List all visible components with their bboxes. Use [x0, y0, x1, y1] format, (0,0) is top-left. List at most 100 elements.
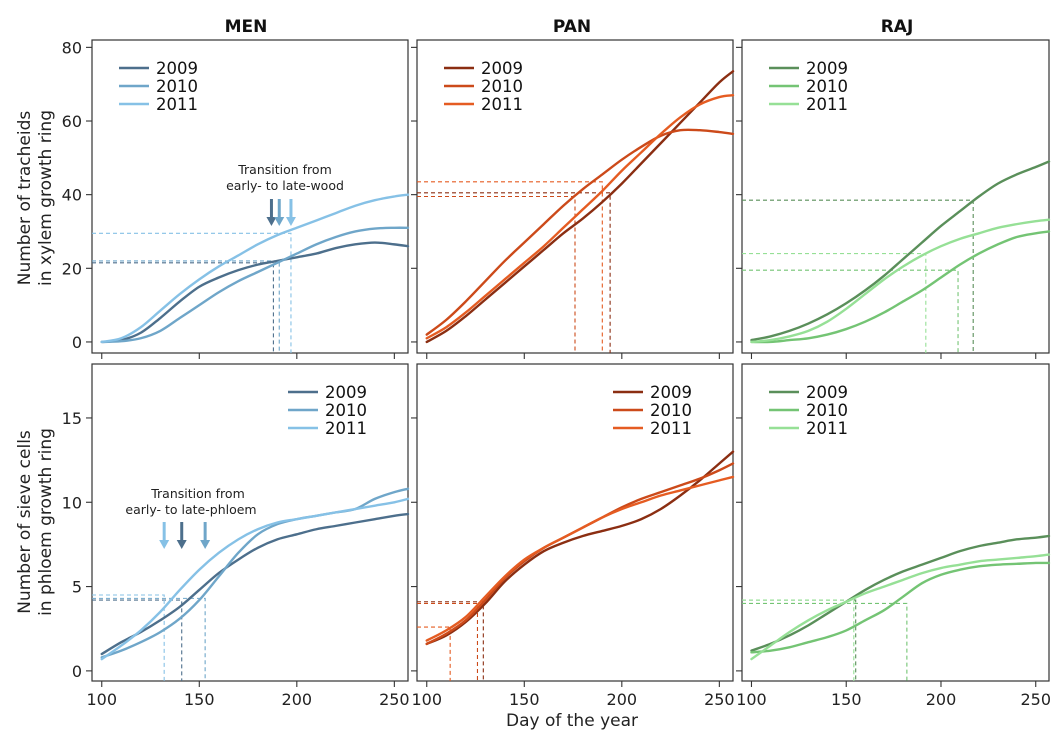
series-line-2011 [425, 94, 735, 340]
y-tick-label: 80 [62, 38, 82, 57]
y-tick-label: 15 [62, 409, 82, 428]
x-tick-label: 150 [831, 690, 862, 709]
y-tick-label: 0 [72, 662, 82, 681]
series-line-2011 [100, 497, 410, 661]
legend-label-2011: 2011 [325, 419, 367, 438]
legend-label-2009: 2009 [650, 383, 692, 402]
series-line-2010 [100, 487, 410, 659]
x-tick-label: 250 [704, 690, 735, 709]
y-tick-label: 5 [72, 578, 82, 597]
y-axis-label-bottom-line-1: Number of sieve cells [15, 430, 35, 614]
dashed-guide-line [417, 602, 479, 681]
dashed-guide-line [417, 192, 611, 353]
x-tick-label: 150 [184, 690, 215, 709]
series-line-2009 [100, 241, 410, 344]
transition-arrow-head [159, 540, 170, 549]
column-title-raj: RAJ [881, 17, 914, 37]
dashed-guide-line [742, 199, 974, 353]
y-tick-label: 60 [62, 112, 82, 131]
x-tick-label: 100 [411, 690, 442, 709]
x-tick-label: 100 [736, 690, 767, 709]
series-line-2010 [750, 230, 1051, 344]
legend-label-2009: 2009 [325, 383, 367, 402]
legend-label-2010: 2010 [156, 77, 198, 96]
series-line-2011 [100, 193, 410, 344]
dashed-guide-line [92, 599, 183, 681]
series-line-2009 [425, 450, 735, 646]
y-axis-label-top-line-2: in xylem growth ring [36, 110, 56, 286]
column-title-pan: PAN [553, 17, 591, 37]
legend-label-2010: 2010 [325, 401, 367, 420]
x-tick-label: 150 [509, 690, 540, 709]
legend-label-2011: 2011 [650, 419, 692, 438]
panel-frame [416, 363, 734, 682]
legend-label-2009: 2009 [806, 59, 848, 78]
legend-label-2009: 2009 [481, 59, 523, 78]
column-title-men: MEN [225, 17, 268, 37]
transition-arrow-head [176, 540, 187, 549]
legend-label-2009: 2009 [806, 383, 848, 402]
y-tick-label: 10 [62, 493, 82, 512]
series-line-2009 [425, 70, 735, 344]
dashed-guide-line [742, 599, 857, 681]
annotation-phloem-line-1: Transition from [150, 486, 245, 501]
legend-label-2011: 2011 [806, 419, 848, 438]
series-line-2011 [425, 475, 735, 642]
series-line-2010 [750, 561, 1051, 654]
panel-frame [741, 363, 1050, 682]
legend-label-2010: 2010 [806, 401, 848, 420]
annotation-phloem-line-2: early- to late-phloem [125, 502, 256, 517]
legend-label-2011: 2011 [806, 95, 848, 114]
x-tick-label: 200 [282, 690, 313, 709]
dashed-guide-line [742, 599, 855, 681]
x-tick-label: 250 [1020, 690, 1051, 709]
legend-label-2010: 2010 [650, 401, 692, 420]
series-line-2009 [750, 534, 1051, 652]
y-axis-label-top-line-1: Number of tracheids [15, 111, 35, 286]
x-tick-label: 200 [607, 690, 638, 709]
transition-arrow-head [266, 217, 277, 226]
annotation-wood-line-2: early- to late-wood [226, 178, 344, 193]
y-tick-label: 0 [72, 333, 82, 352]
dashed-guide-line [742, 602, 908, 681]
panel-frame [91, 39, 409, 354]
x-axis-label: Day of the year [506, 711, 638, 731]
panel-frame [741, 39, 1050, 354]
y-axis-label-bottom-line-2: in phloem growth ring [36, 428, 56, 616]
legend-label-2011: 2011 [156, 95, 198, 114]
transition-arrow-head [285, 217, 296, 226]
x-tick-label: 250 [379, 690, 410, 709]
annotation-wood-line-1: Transition from [237, 162, 332, 177]
panels-layer: 0204060802009201020112009201020112009201… [62, 38, 1051, 709]
dashed-guide-line [417, 181, 603, 353]
series-line-2009 [100, 512, 410, 656]
dashed-guide-line [92, 597, 206, 681]
legend-label-2009: 2009 [156, 59, 198, 78]
panel-frame [91, 363, 409, 682]
legend-label-2010: 2010 [481, 77, 523, 96]
x-tick-label: 200 [926, 690, 957, 709]
y-tick-label: 20 [62, 259, 82, 278]
annotation-early-late-wood: Transition from early- to late-wood [226, 162, 344, 193]
dashed-guide-line [92, 232, 292, 353]
y-tick-label: 40 [62, 186, 82, 205]
x-tick-label: 100 [86, 690, 117, 709]
transition-arrow-head [274, 217, 285, 226]
series-line-2009 [750, 160, 1051, 342]
legend-label-2010: 2010 [806, 77, 848, 96]
dashed-guide-line [92, 594, 165, 681]
series-line-2010 [425, 128, 735, 336]
transition-arrow-head [200, 540, 211, 549]
annotation-early-late-phloem: Transition from early- to late-phloem [125, 486, 256, 517]
series-line-2011 [750, 218, 1051, 344]
dashed-guide-line [92, 262, 274, 353]
dashed-guide-line [742, 269, 959, 353]
series-line-2011 [750, 553, 1051, 661]
